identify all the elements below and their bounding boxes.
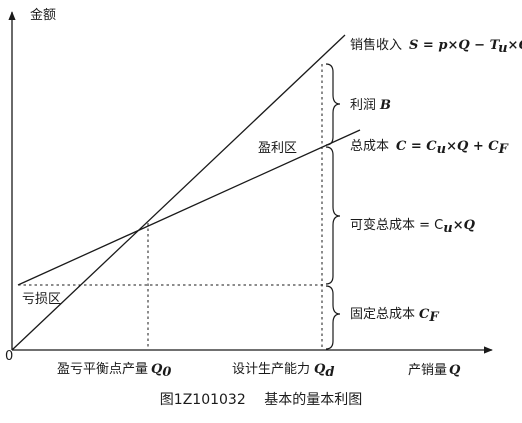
- breakeven-quantity-label: 盈亏平衡点产量 Q0: [57, 362, 171, 380]
- revenue-line: [11, 34, 346, 351]
- fixed-cost-brace: [325, 285, 341, 350]
- figure-caption: 图1Z101032 基本的量本利图: [160, 391, 362, 408]
- profit-label: 利润 B: [350, 98, 391, 113]
- y-axis-label: 金额: [30, 7, 56, 23]
- total-cost-line-label: 总成本 C = Cu×Q + CF: [350, 137, 509, 157]
- profit-zone-label: 盈利区: [258, 141, 297, 156]
- profit-brace: [325, 63, 341, 146]
- variable-cost-brace: [325, 146, 341, 285]
- origin-label: 0: [5, 349, 13, 364]
- total-cost-line: [17, 129, 361, 286]
- design-capacity-label: 设计生产能力 Qd: [232, 362, 334, 380]
- fixed-cost-label: 固定总成本 CF: [350, 307, 439, 325]
- loss-zone-label: 亏损区: [22, 292, 61, 307]
- variable-cost-label: 可变总成本 = Cu×Q: [350, 217, 476, 236]
- x-axis-label: 产销量 Q: [408, 363, 461, 378]
- revenue-line-label: 销售收入 S = p×Q − Tu×Q: [350, 36, 522, 56]
